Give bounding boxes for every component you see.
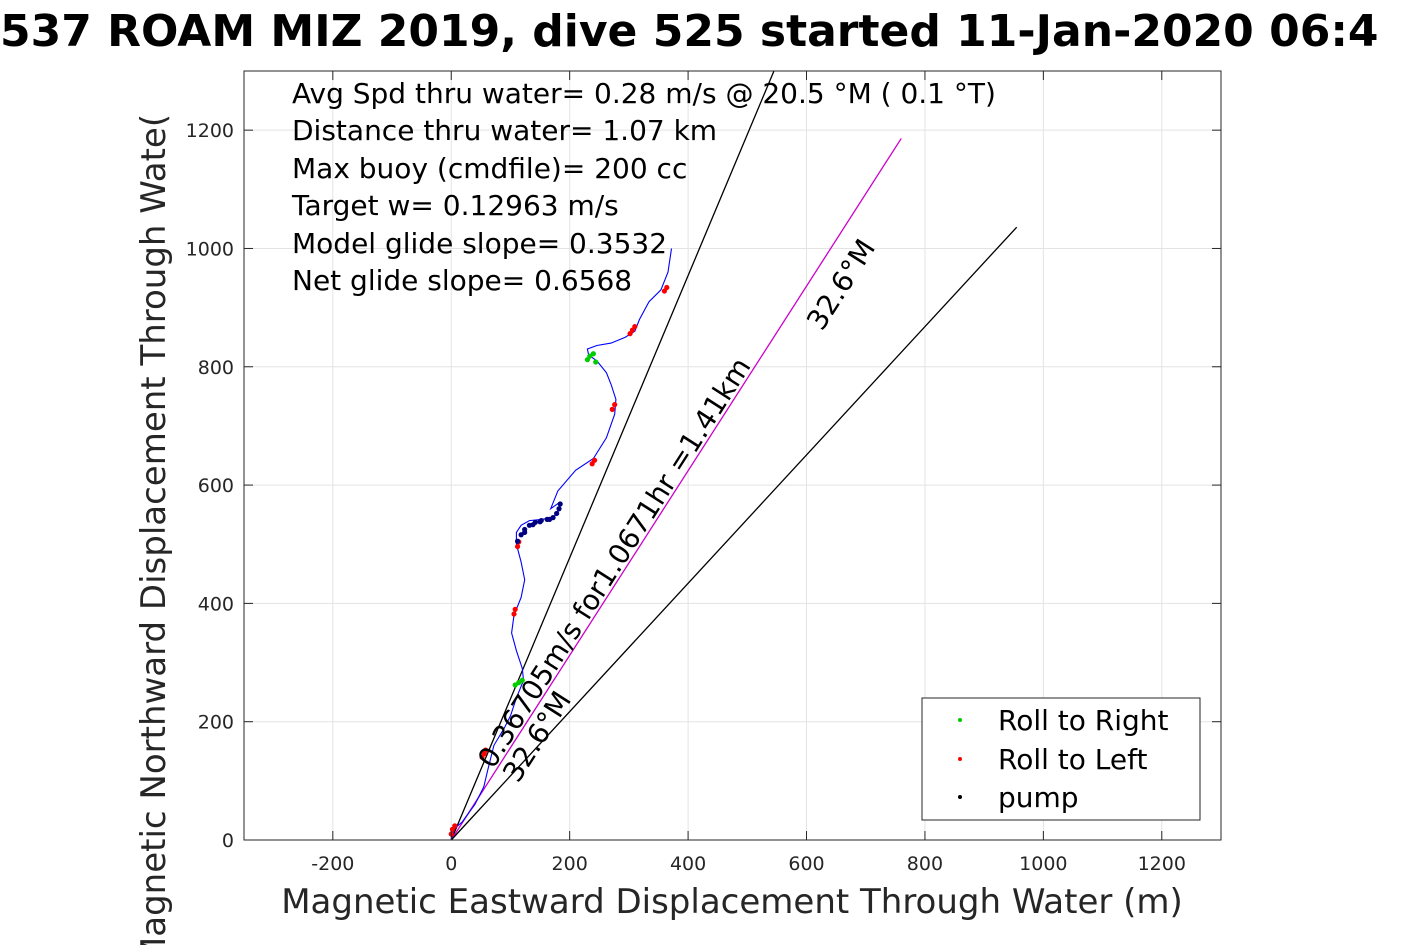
marker-pump — [554, 510, 560, 517]
y-tick-label: 800 — [198, 357, 234, 379]
marker-pump — [514, 538, 521, 544]
marker-pump — [556, 506, 562, 512]
y-tick-label: 1000 — [186, 238, 234, 260]
reference-line-current — [450, 138, 902, 841]
marker-roll-to-left — [612, 402, 618, 408]
x-tick-label: 800 — [907, 853, 943, 875]
x-tick-label: 0 — [445, 853, 457, 875]
marker-roll-to-right — [519, 677, 525, 683]
marker-pump — [530, 522, 536, 528]
reference-lines — [450, 70, 1018, 841]
y-tick-label: 0 — [222, 830, 234, 852]
stat-avg-speed: Avg Spd thru water= 0.28 m/s @ 20.5 °M (… — [292, 77, 996, 110]
legend-label-roll-right: Roll to Right — [998, 704, 1169, 737]
chart-title: 537 ROAM MIZ 2019, dive 525 started 11-J… — [0, 6, 1379, 57]
x-tick-label: 1000 — [1019, 853, 1067, 875]
x-tick-label: 1200 — [1138, 853, 1186, 875]
y-tick-label: 400 — [198, 593, 234, 615]
marker-pump — [522, 529, 528, 536]
marker-pump — [546, 516, 553, 522]
y-axis-label: Magnetic Northward Displacement Through … — [134, 114, 174, 945]
plot-frame — [243, 70, 1222, 841]
stat-target-w: Target w= 0.12963 m/s — [291, 189, 619, 222]
marker-points — [448, 284, 670, 837]
reference-line-outer-left — [450, 70, 775, 841]
y-tick-label: 200 — [198, 712, 234, 734]
legend: Roll to Right Roll to Left pump — [921, 697, 1201, 821]
marker-roll-to-left — [591, 457, 598, 463]
x-tick-label: 600 — [788, 853, 824, 875]
stat-distance: Distance thru water= 1.07 km — [292, 114, 717, 147]
marker-roll-to-right — [590, 351, 596, 357]
stat-model-glide-slope: Model glide slope= 0.3532 — [292, 227, 667, 260]
marker-roll-to-left — [664, 284, 670, 291]
x-axis-label: Magnetic Eastward Displacement Through W… — [281, 882, 1183, 922]
marker-pump — [557, 501, 563, 507]
legend-box — [921, 697, 1201, 821]
legend-marker-roll-left — [958, 757, 962, 761]
x-tick-label: -200 — [311, 853, 354, 875]
reference-line-outer-right — [450, 226, 1018, 841]
x-tick-label: 200 — [552, 853, 588, 875]
marker-roll-to-left — [452, 823, 458, 829]
marker-roll-to-left — [512, 606, 518, 612]
marker-roll-to-left — [609, 406, 615, 412]
y-tick-label: 1200 — [186, 120, 234, 142]
x-tick-label: 400 — [670, 853, 706, 875]
marker-roll-to-left — [511, 611, 517, 617]
marker-roll-to-left — [482, 747, 489, 753]
legend-marker-roll-right — [958, 718, 962, 722]
stats-block: Avg Spd thru water= 0.28 m/s @ 20.5 °M (… — [291, 77, 996, 297]
marker-roll-to-left — [514, 543, 521, 550]
marker-roll-to-right — [593, 359, 599, 365]
axis-ticks: -200 0 200 400 600 800 1000 1200 0 200 400 600 800 10… — [186, 71, 1221, 875]
stat-max-buoy: Max buoy (cmdfile)= 200 cc — [292, 152, 687, 185]
marker-roll-to-left — [632, 323, 638, 330]
legend-marker-pump — [958, 795, 962, 799]
legend-label-roll-left: Roll to Left — [998, 743, 1147, 776]
legend-label-pump: pump — [998, 781, 1079, 814]
marker-pump — [537, 519, 543, 525]
y-tick-label: 600 — [198, 475, 234, 497]
stat-net-glide-slope: Net glide slope= 0.6568 — [292, 264, 632, 297]
